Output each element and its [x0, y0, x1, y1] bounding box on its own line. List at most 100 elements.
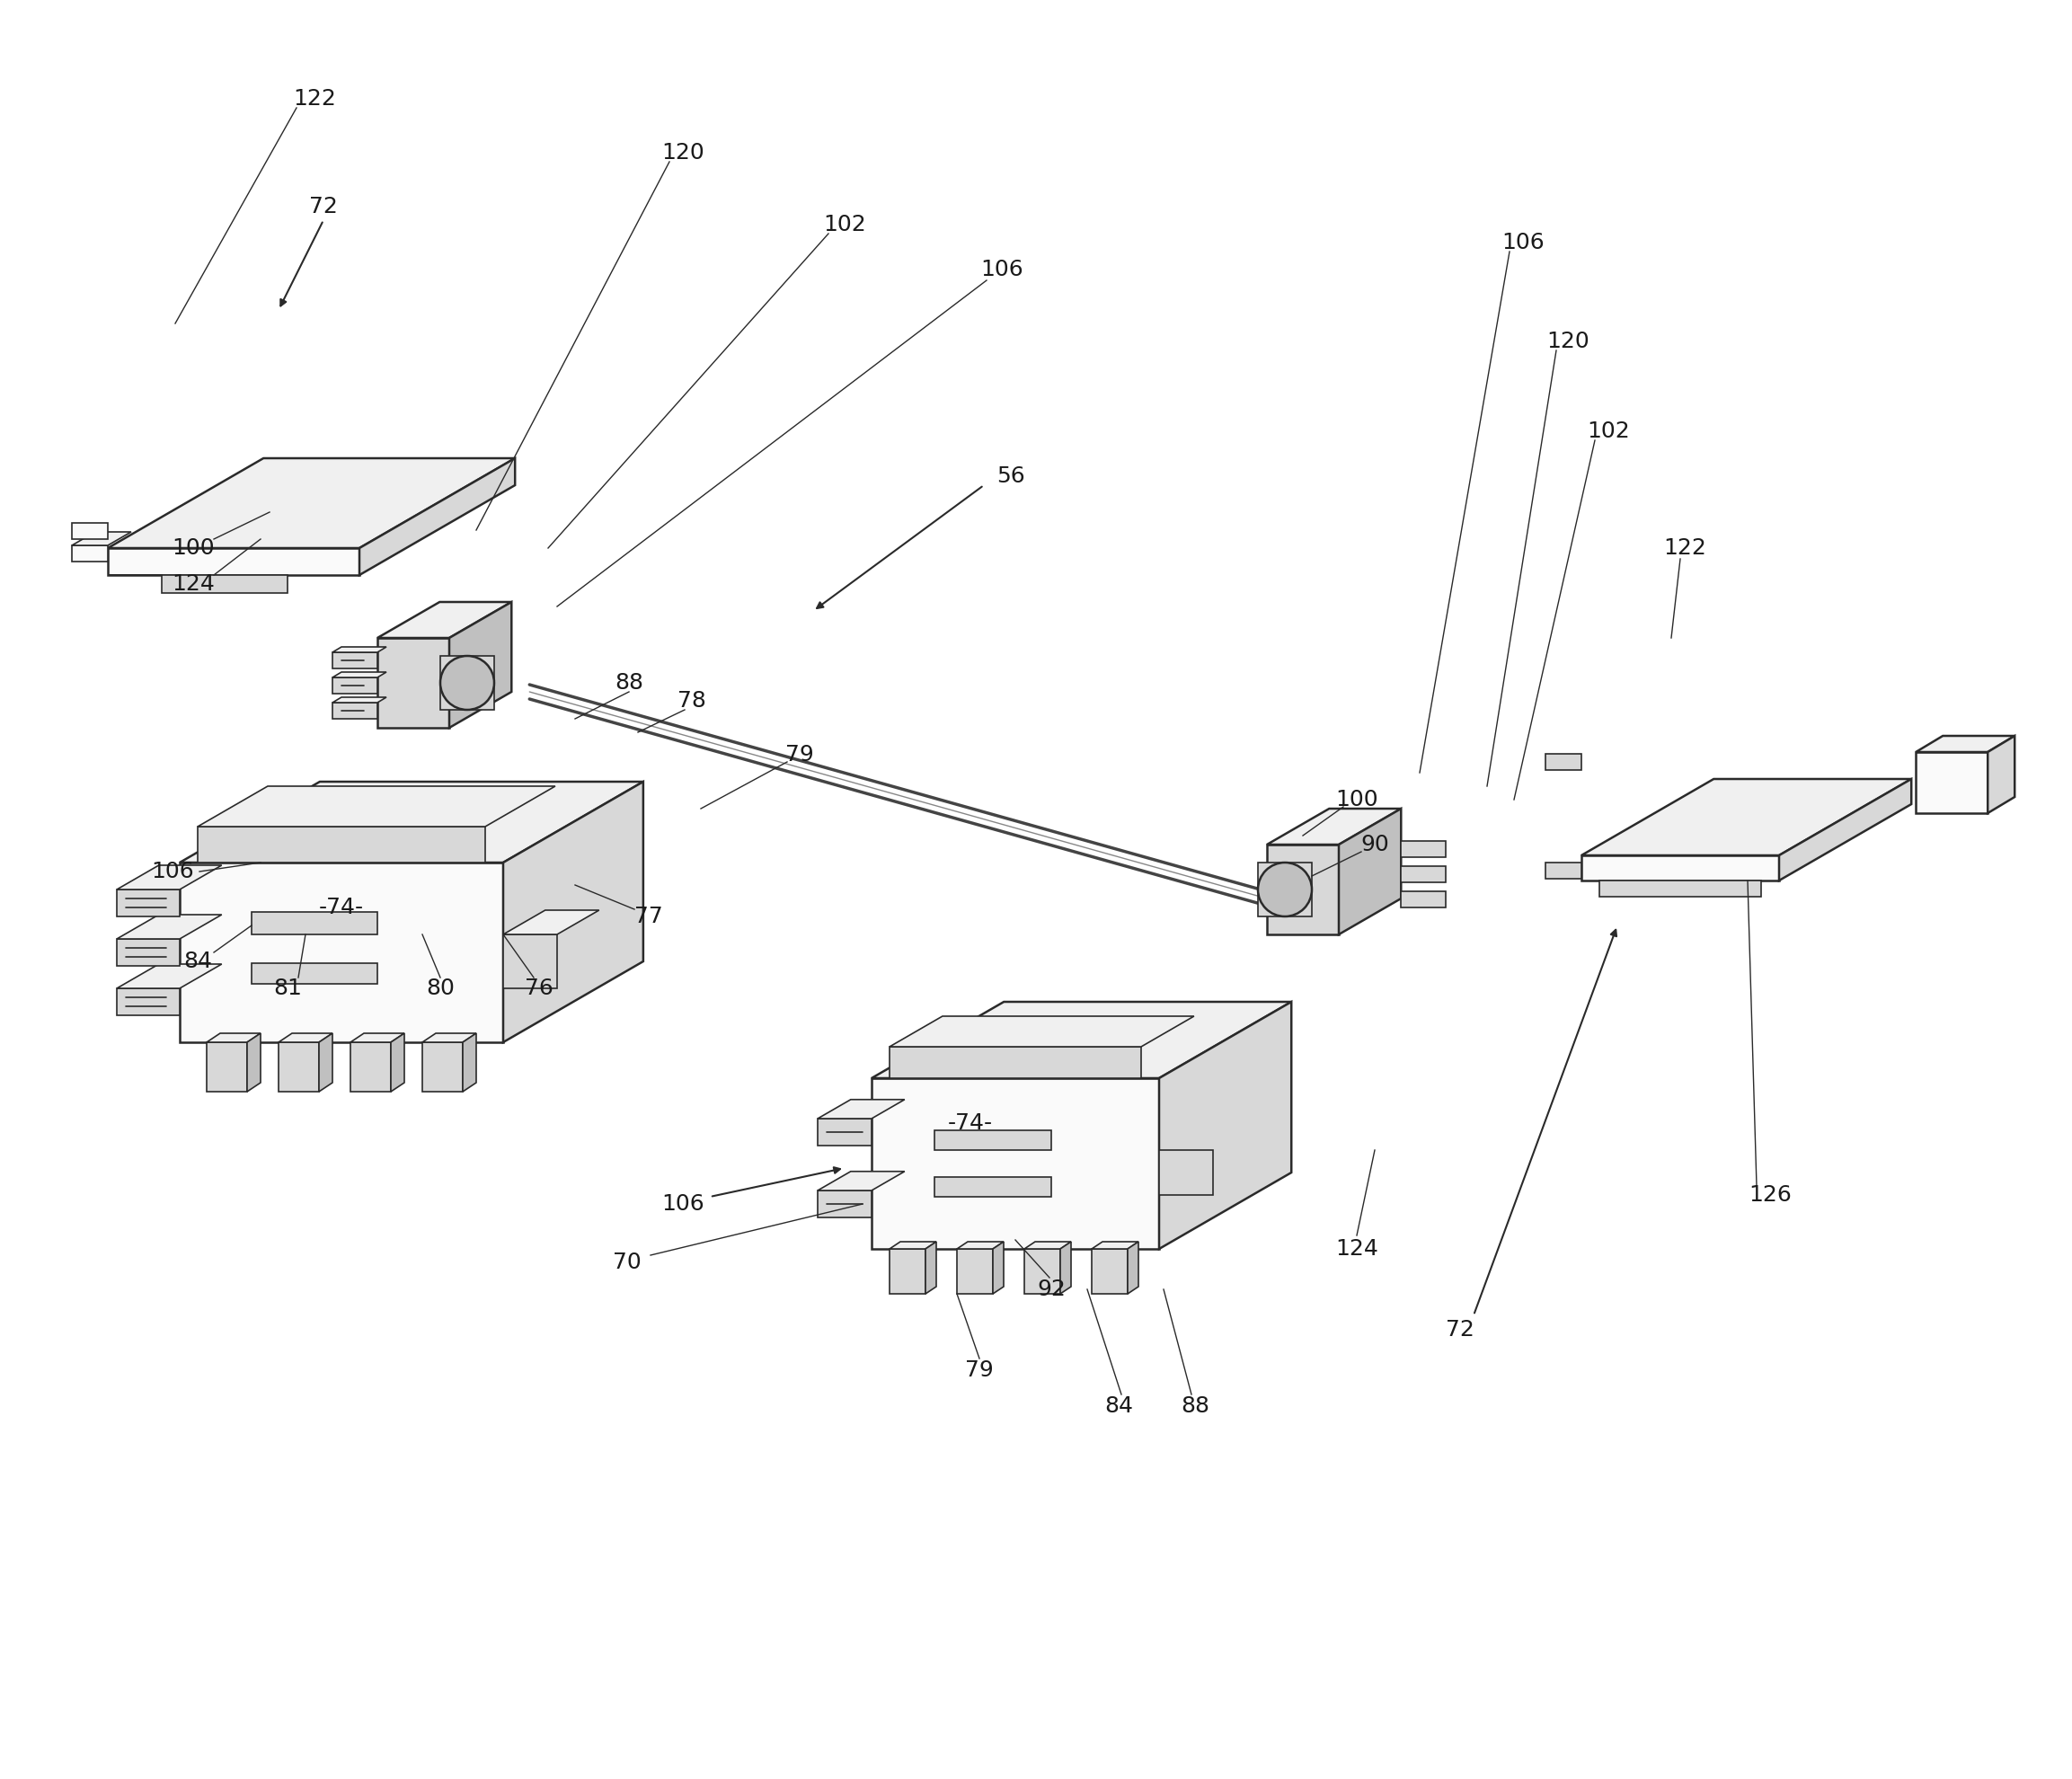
- Polygon shape: [116, 914, 222, 939]
- Polygon shape: [108, 459, 516, 548]
- Polygon shape: [332, 648, 385, 653]
- Polygon shape: [108, 575, 288, 592]
- Polygon shape: [278, 1034, 332, 1042]
- Text: -74-: -74-: [947, 1112, 992, 1133]
- Polygon shape: [450, 601, 512, 728]
- Text: 102: 102: [823, 213, 866, 235]
- Polygon shape: [1581, 779, 1910, 856]
- Polygon shape: [1401, 841, 1446, 857]
- Polygon shape: [73, 546, 108, 562]
- Polygon shape: [1092, 1249, 1127, 1293]
- Polygon shape: [889, 1016, 1193, 1046]
- Polygon shape: [319, 1034, 332, 1092]
- Polygon shape: [1546, 863, 1581, 879]
- Polygon shape: [872, 1078, 1158, 1249]
- Text: 88: 88: [615, 672, 642, 694]
- Polygon shape: [1600, 881, 1761, 897]
- Polygon shape: [332, 678, 377, 694]
- Text: 78: 78: [678, 690, 707, 712]
- Text: 106: 106: [151, 861, 195, 882]
- Polygon shape: [1917, 737, 2014, 753]
- Polygon shape: [358, 459, 516, 575]
- Polygon shape: [1092, 1242, 1138, 1249]
- Text: -74-: -74-: [319, 897, 365, 918]
- Polygon shape: [197, 827, 485, 863]
- Polygon shape: [503, 781, 642, 1042]
- Polygon shape: [1401, 866, 1446, 882]
- Ellipse shape: [1258, 863, 1312, 916]
- Text: 77: 77: [634, 906, 663, 927]
- Polygon shape: [957, 1242, 1003, 1249]
- Text: 120: 120: [1546, 331, 1589, 352]
- Polygon shape: [934, 1130, 1051, 1149]
- Polygon shape: [278, 1042, 319, 1092]
- Polygon shape: [1917, 753, 1987, 813]
- Text: 124: 124: [1334, 1238, 1378, 1260]
- Polygon shape: [1258, 863, 1312, 916]
- Polygon shape: [1127, 1242, 1138, 1293]
- Text: 122: 122: [1664, 537, 1705, 559]
- Text: 70: 70: [613, 1252, 642, 1274]
- Polygon shape: [1158, 1149, 1212, 1195]
- Polygon shape: [889, 1249, 926, 1293]
- Polygon shape: [818, 1171, 905, 1190]
- Polygon shape: [889, 1046, 1142, 1078]
- Polygon shape: [1024, 1249, 1061, 1293]
- Polygon shape: [251, 913, 377, 934]
- Polygon shape: [934, 1178, 1051, 1197]
- Text: 84: 84: [182, 950, 211, 971]
- Text: 79: 79: [785, 744, 814, 765]
- Polygon shape: [423, 1042, 462, 1092]
- Polygon shape: [73, 523, 108, 539]
- Polygon shape: [1546, 754, 1581, 770]
- Polygon shape: [926, 1242, 937, 1293]
- Text: 106: 106: [1502, 231, 1544, 253]
- Polygon shape: [872, 1002, 1291, 1078]
- Text: 79: 79: [966, 1359, 995, 1381]
- Polygon shape: [350, 1042, 392, 1092]
- Text: 124: 124: [172, 573, 215, 594]
- Text: 92: 92: [1036, 1279, 1065, 1300]
- Text: 106: 106: [980, 258, 1024, 281]
- Text: 90: 90: [1361, 834, 1388, 856]
- Polygon shape: [1581, 856, 1780, 881]
- Polygon shape: [116, 939, 180, 966]
- Polygon shape: [377, 639, 450, 728]
- Text: 56: 56: [997, 466, 1026, 487]
- Polygon shape: [377, 601, 512, 639]
- Polygon shape: [1024, 1242, 1071, 1249]
- Text: 100: 100: [1334, 788, 1378, 811]
- Polygon shape: [1061, 1242, 1071, 1293]
- Polygon shape: [332, 703, 377, 719]
- Polygon shape: [1266, 845, 1339, 934]
- Polygon shape: [73, 532, 131, 546]
- Polygon shape: [992, 1242, 1003, 1293]
- Polygon shape: [251, 962, 377, 984]
- Polygon shape: [247, 1034, 261, 1092]
- Polygon shape: [889, 1242, 937, 1249]
- Polygon shape: [207, 1034, 261, 1042]
- Text: 81: 81: [274, 977, 303, 1000]
- Polygon shape: [818, 1119, 872, 1146]
- Text: 126: 126: [1749, 1185, 1792, 1206]
- Polygon shape: [423, 1034, 477, 1042]
- Polygon shape: [108, 548, 358, 575]
- Text: 102: 102: [1587, 420, 1631, 441]
- Polygon shape: [1339, 809, 1401, 934]
- Polygon shape: [197, 786, 555, 827]
- Polygon shape: [1266, 809, 1401, 845]
- Polygon shape: [1401, 891, 1446, 907]
- Text: 88: 88: [1181, 1395, 1210, 1416]
- Polygon shape: [462, 1034, 477, 1092]
- Text: 100: 100: [172, 537, 215, 559]
- Polygon shape: [503, 911, 599, 934]
- Text: 80: 80: [427, 977, 454, 1000]
- Polygon shape: [116, 964, 222, 989]
- Polygon shape: [1780, 779, 1910, 881]
- Polygon shape: [116, 890, 180, 916]
- Ellipse shape: [439, 656, 495, 710]
- Polygon shape: [180, 781, 642, 863]
- Polygon shape: [332, 653, 377, 669]
- Text: 84: 84: [1104, 1395, 1133, 1416]
- Polygon shape: [439, 656, 495, 710]
